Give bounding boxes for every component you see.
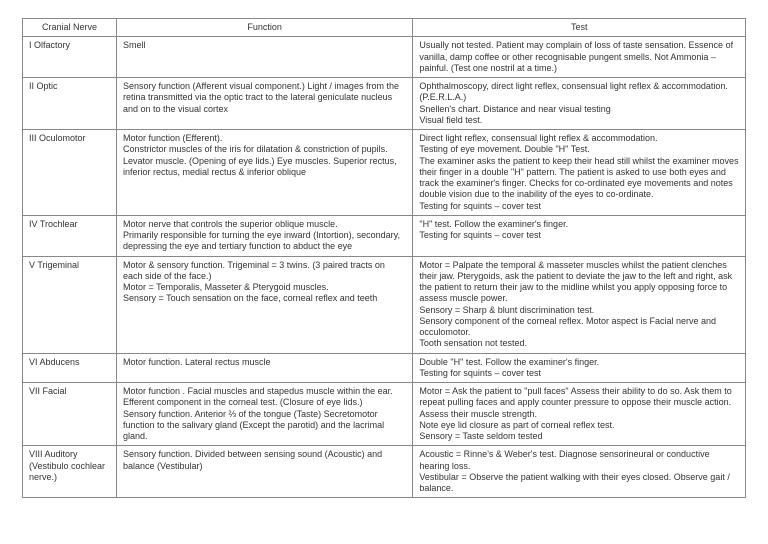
- table-row: VIII Auditory (Vestibulo cochlear nerve.…: [23, 446, 746, 498]
- cell-function: Motor nerve that controls the superior o…: [116, 215, 412, 256]
- cell-test: Acoustic = Rinne's & Weber's test. Diagn…: [413, 446, 746, 498]
- cell-test: Direct light reflex, consensual light re…: [413, 130, 746, 216]
- table-row: III OculomotorMotor function (Efferent).…: [23, 130, 746, 216]
- cell-test: Double "H" test. Follow the examiner's f…: [413, 353, 746, 383]
- cell-function: Sensory function (Afferent visual compon…: [116, 78, 412, 130]
- cell-function: Motor function. Lateral rectus muscle: [116, 353, 412, 383]
- table-row: II OpticSensory function (Afferent visua…: [23, 78, 746, 130]
- table-row: IV TrochlearMotor nerve that controls th…: [23, 215, 746, 256]
- cell-test: Usually not tested. Patient may complain…: [413, 37, 746, 78]
- cell-function: Motor function (Efferent). Constrictor m…: [116, 130, 412, 216]
- cell-function: Smell: [116, 37, 412, 78]
- col-header-nerve: Cranial Nerve: [23, 19, 117, 37]
- cell-nerve: VI Abducens: [23, 353, 117, 383]
- cell-test: Ophthalmoscopy, direct light reflex, con…: [413, 78, 746, 130]
- cell-function: Sensory function. Divided between sensin…: [116, 446, 412, 498]
- cranial-nerve-table: Cranial Nerve Function Test I OlfactoryS…: [22, 18, 746, 498]
- cell-test: Motor = Ask the patient to "pull faces" …: [413, 383, 746, 446]
- cell-test: "H" test. Follow the examiner's finger. …: [413, 215, 746, 256]
- cell-function: Motor & sensory function. Trigeminal = 3…: [116, 256, 412, 353]
- cell-function: Motor function . Facial muscles and stap…: [116, 383, 412, 446]
- table-row: VI AbducensMotor function. Lateral rectu…: [23, 353, 746, 383]
- cell-nerve: II Optic: [23, 78, 117, 130]
- cell-nerve: V Trigeminal: [23, 256, 117, 353]
- table-header-row: Cranial Nerve Function Test: [23, 19, 746, 37]
- cell-test: Motor = Palpate the temporal & masseter …: [413, 256, 746, 353]
- table-row: VII FacialMotor function . Facial muscle…: [23, 383, 746, 446]
- cell-nerve: VII Facial: [23, 383, 117, 446]
- table-row: V TrigeminalMotor & sensory function. Tr…: [23, 256, 746, 353]
- col-header-function: Function: [116, 19, 412, 37]
- table-row: I OlfactorySmellUsually not tested. Pati…: [23, 37, 746, 78]
- cell-nerve: VIII Auditory (Vestibulo cochlear nerve.…: [23, 446, 117, 498]
- cell-nerve: IV Trochlear: [23, 215, 117, 256]
- cell-nerve: I Olfactory: [23, 37, 117, 78]
- cell-nerve: III Oculomotor: [23, 130, 117, 216]
- col-header-test: Test: [413, 19, 746, 37]
